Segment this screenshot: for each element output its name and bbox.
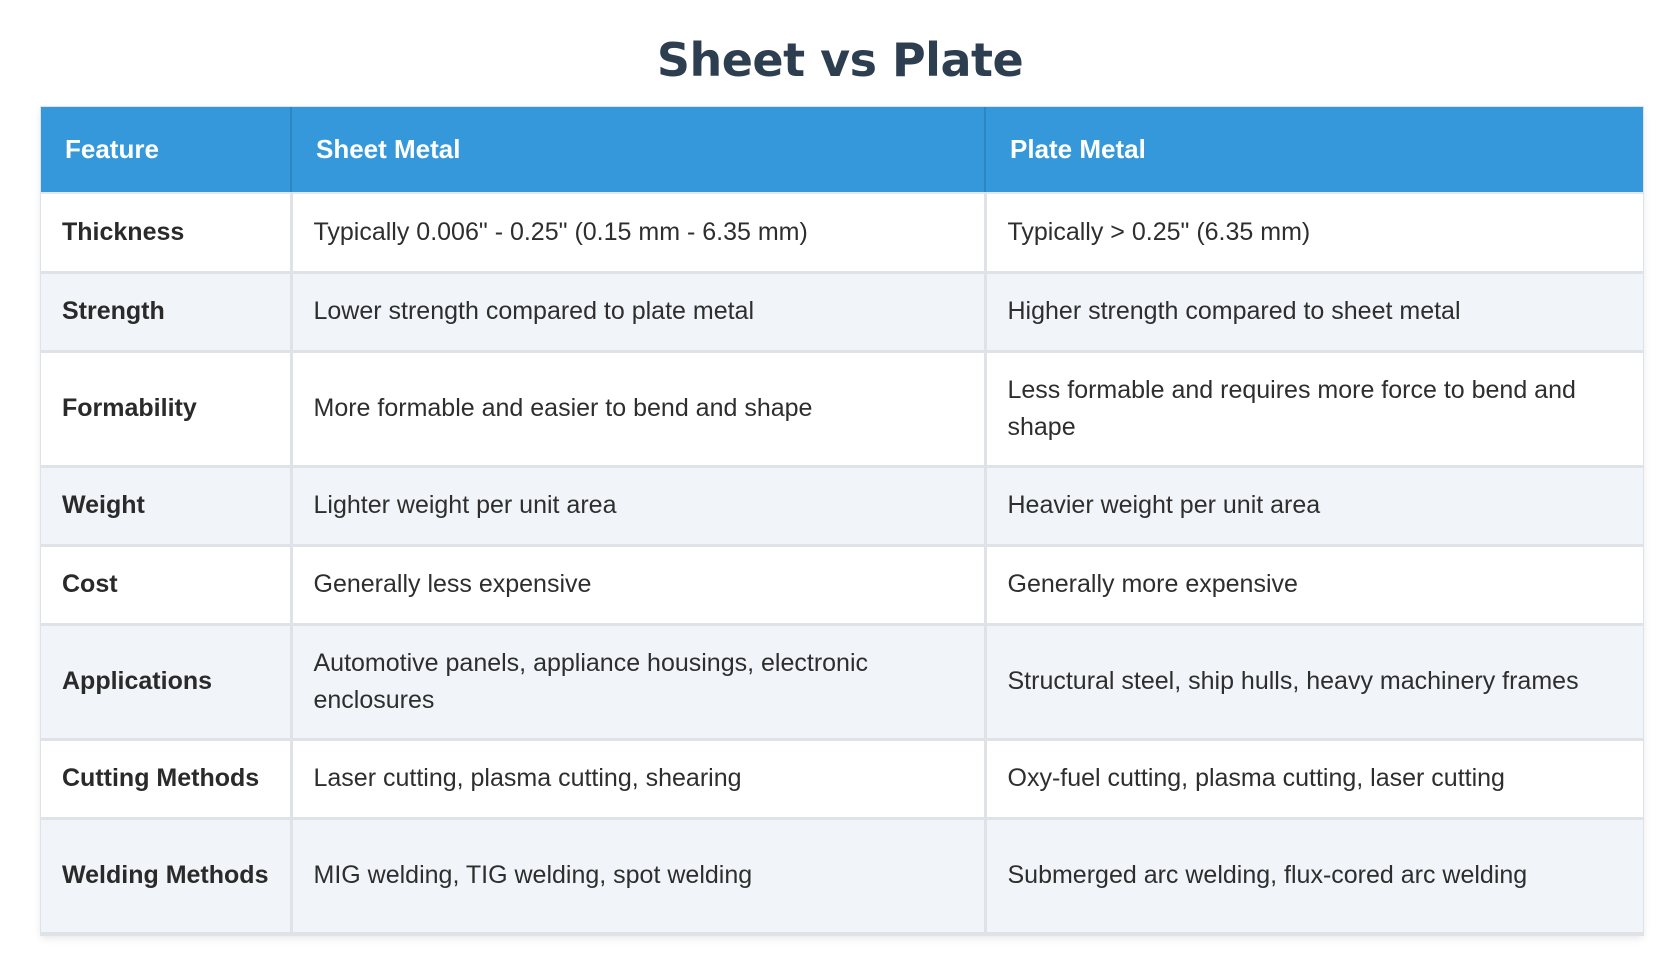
sheet-cell: Generally less expensive xyxy=(291,545,987,626)
table-row-cutting-methods: Cutting Methods Laser cutting, plasma cu… xyxy=(41,739,1643,820)
table-row-applications: Applications Automotive panels, applianc… xyxy=(41,624,1643,741)
table-header-row: Feature Sheet Metal Plate Metal xyxy=(41,107,1643,194)
sheet-cell: Lighter weight per unit area xyxy=(291,466,987,547)
header-plate-metal: Plate Metal xyxy=(985,107,1643,194)
plate-cell: Structural steel, ship hulls, heavy mach… xyxy=(985,624,1643,741)
feature-cell: Thickness xyxy=(41,193,293,274)
header-feature: Feature xyxy=(41,107,292,194)
plate-cell: Heavier weight per unit area xyxy=(985,466,1643,547)
plate-cell: Submerged arc welding, flux-cored arc we… xyxy=(985,818,1643,935)
sheet-cell: Lower strength compared to plate metal xyxy=(291,272,987,353)
comparison-table: Feature Sheet Metal Plate Metal Thicknes… xyxy=(41,107,1643,935)
table-row-thickness: Thickness Typically 0.006" - 0.25" (0.15… xyxy=(41,193,1643,274)
table-row-weight: Weight Lighter weight per unit area Heav… xyxy=(41,466,1643,547)
table-row-welding-methods: Welding Methods MIG welding, TIG welding… xyxy=(41,818,1643,935)
feature-cell: Formability xyxy=(41,351,293,468)
feature-cell: Strength xyxy=(41,272,293,353)
feature-cell: Welding Methods xyxy=(41,818,293,935)
plate-cell: Generally more expensive xyxy=(985,545,1643,626)
plate-cell: Less formable and requires more force to… xyxy=(985,351,1643,468)
plate-cell: Typically > 0.25" (6.35 mm) xyxy=(985,193,1643,274)
table-row-cost: Cost Generally less expensive Generally … xyxy=(41,545,1643,626)
feature-cell: Cost xyxy=(41,545,293,626)
sheet-cell: More formable and easier to bend and sha… xyxy=(291,351,987,468)
plate-cell: Higher strength compared to sheet metal xyxy=(985,272,1643,353)
feature-cell: Applications xyxy=(41,624,293,741)
feature-cell: Weight xyxy=(41,466,293,547)
sheet-cell: MIG welding, TIG welding, spot welding xyxy=(291,818,987,935)
plate-cell: Oxy-fuel cutting, plasma cutting, laser … xyxy=(985,739,1643,820)
sheet-cell: Laser cutting, plasma cutting, shearing xyxy=(291,739,987,820)
header-sheet-metal: Sheet Metal xyxy=(291,107,986,194)
sheet-cell: Automotive panels, appliance housings, e… xyxy=(291,624,987,741)
feature-cell: Cutting Methods xyxy=(41,739,293,820)
table-row-formability: Formability More formable and easier to … xyxy=(41,351,1643,468)
page-title: Sheet vs Plate xyxy=(656,33,1024,87)
table-row-strength: Strength Lower strength compared to plat… xyxy=(41,272,1643,353)
sheet-cell: Typically 0.006" - 0.25" (0.15 mm - 6.35… xyxy=(291,193,987,274)
comparison-table-container: Feature Sheet Metal Plate Metal Thicknes… xyxy=(41,107,1643,935)
